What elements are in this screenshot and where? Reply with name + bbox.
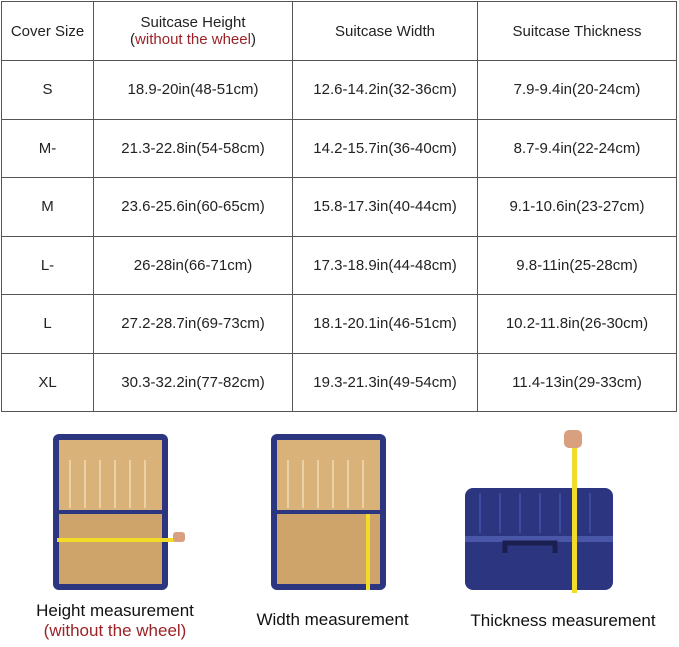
height-caption-label: Height measurement: [36, 601, 194, 620]
height-cell: 23.6-25.6in(60-65cm): [93, 177, 293, 237]
header-width: Suitcase Width: [292, 1, 478, 61]
height-cell: 30.3-32.2in(77-82cm): [93, 352, 293, 412]
table-row: L- 26-28in(66-71cm) 17.3-18.9in(44-48cm) 9.…: [1, 235, 677, 295]
height-cell: 27.2-28.7in(69-73cm): [93, 294, 293, 354]
width-cell: 19.3-21.3in(49-54cm): [292, 352, 478, 412]
height-cell: 26-28in(66-71cm): [93, 235, 293, 295]
cover-size-cell: L-: [1, 235, 94, 295]
cover-size-cell: M: [1, 177, 94, 237]
table-row: XL 30.3-32.2in(77-82cm) 19.3-21.3in(49-54c…: [1, 352, 677, 412]
height-cell: 21.3-22.8in(54-58cm): [93, 118, 293, 178]
table-header-row: Cover Size Suitcase Height (without the …: [1, 1, 677, 61]
height-measurement-image: [53, 434, 185, 590]
thickness-measurement-image: [465, 430, 613, 593]
thickness-cell: 9.1-10.6in(23-27cm): [477, 177, 677, 237]
width-measurement-image: [271, 434, 386, 590]
header-height-note: (without the wheel): [94, 31, 292, 48]
width-cell: 14.2-15.7in(36-40cm): [292, 118, 478, 178]
cover-size-cell: L: [1, 294, 94, 354]
width-cell: 18.1-20.1in(46-51cm): [292, 294, 478, 354]
width-cell: 17.3-18.9in(44-48cm): [292, 235, 478, 295]
height-cell: 18.9-20in(48-51cm): [93, 60, 293, 120]
paren-close: ): [250, 31, 256, 48]
thickness-caption: Thickness measurement: [470, 611, 656, 630]
table-row: M- 21.3-22.8in(54-58cm) 14.2-15.7in(36-40c…: [1, 118, 677, 178]
height-note-text: without the wheel: [135, 31, 251, 48]
thickness-cell: 9.8-11in(25-28cm): [477, 235, 677, 295]
thickness-cell: 10.2-11.8in(26-30cm): [477, 294, 677, 354]
header-height: Suitcase Height (without the wheel): [93, 1, 293, 61]
table-row: L 27.2-28.7in(69-73cm) 18.1-20.1in(46-51cm…: [1, 294, 677, 354]
thickness-cell: 11.4-13in(29-33cm): [477, 352, 677, 412]
cover-size-cell: M-: [1, 118, 94, 178]
height-caption-note: (without the wheel): [43, 621, 187, 640]
width-cell: 12.6-14.2in(32-36cm): [292, 60, 478, 120]
cover-size-cell: XL: [1, 352, 94, 412]
header-height-label: Suitcase Height: [140, 14, 246, 31]
header-thickness: Suitcase Thickness: [477, 1, 677, 61]
thickness-cell: 7.9-9.4in(20-24cm): [477, 60, 677, 120]
width-caption: Width measurement: [256, 610, 409, 629]
size-table: Cover Size Suitcase Height (without the …: [1, 1, 677, 412]
width-cell: 15.8-17.3in(40-44cm): [292, 177, 478, 237]
paren-open: (: [130, 31, 136, 48]
height-caption: Height measurement (without the wheel): [10, 601, 220, 641]
header-cover-size: Cover Size: [1, 1, 94, 61]
table-row: S 18.9-20in(48-51cm) 12.6-14.2in(32-36cm) 7…: [1, 60, 677, 120]
cover-size-cell: S: [1, 60, 94, 120]
table-row: M 23.6-25.6in(60-65cm) 15.8-17.3in(40-44cm…: [1, 177, 677, 237]
thickness-cell: 8.7-9.4in(22-24cm): [477, 118, 677, 178]
